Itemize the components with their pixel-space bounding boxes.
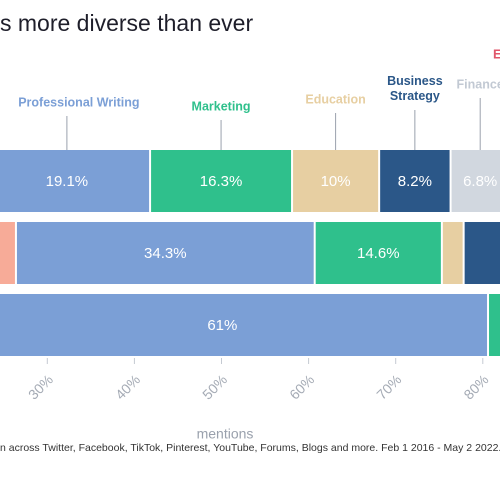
bar-segment xyxy=(0,294,488,356)
x-tick-label: 60% xyxy=(286,371,317,402)
value-label: 10% xyxy=(321,173,351,190)
bar-segment xyxy=(315,222,441,284)
value-label: 14.6% xyxy=(357,245,400,262)
series-label: Finance xyxy=(457,77,500,91)
footnote: n across Twitter, Facebook, TikTok, Pint… xyxy=(0,442,500,454)
bar-segment xyxy=(451,150,500,212)
x-tick-label: 30% xyxy=(25,371,56,402)
bar-segment xyxy=(464,222,500,284)
value-label: 16.3% xyxy=(200,173,243,190)
bar-segment xyxy=(380,150,450,212)
x-tick-label: 70% xyxy=(373,371,404,402)
value-label: 34.3% xyxy=(144,245,187,262)
x-tick-label: 40% xyxy=(112,371,143,402)
bar-segment xyxy=(442,222,463,284)
x-tick-label: 50% xyxy=(199,371,230,402)
bar-segment xyxy=(489,294,500,356)
value-label: 8.2% xyxy=(398,173,432,190)
bar-segment xyxy=(151,150,292,212)
x-tick-label: 80% xyxy=(460,371,491,402)
x-axis-label: mentions xyxy=(197,426,254,442)
series-label: E xyxy=(493,46,500,61)
series-label: Marketing xyxy=(192,99,251,113)
series-label: Professional Writing xyxy=(18,95,139,109)
value-label: 6.8% xyxy=(463,173,497,190)
bar-segment xyxy=(293,150,379,212)
bar-segment xyxy=(0,222,15,284)
value-label: 19.1% xyxy=(46,173,89,190)
bar-segment xyxy=(16,222,314,284)
chart-title: s more diverse than ever xyxy=(0,10,253,36)
bar-segment xyxy=(0,150,150,212)
series-label: Education xyxy=(305,92,365,106)
series-label: Business Strategy xyxy=(387,74,443,103)
value-label: 61% xyxy=(207,317,237,334)
